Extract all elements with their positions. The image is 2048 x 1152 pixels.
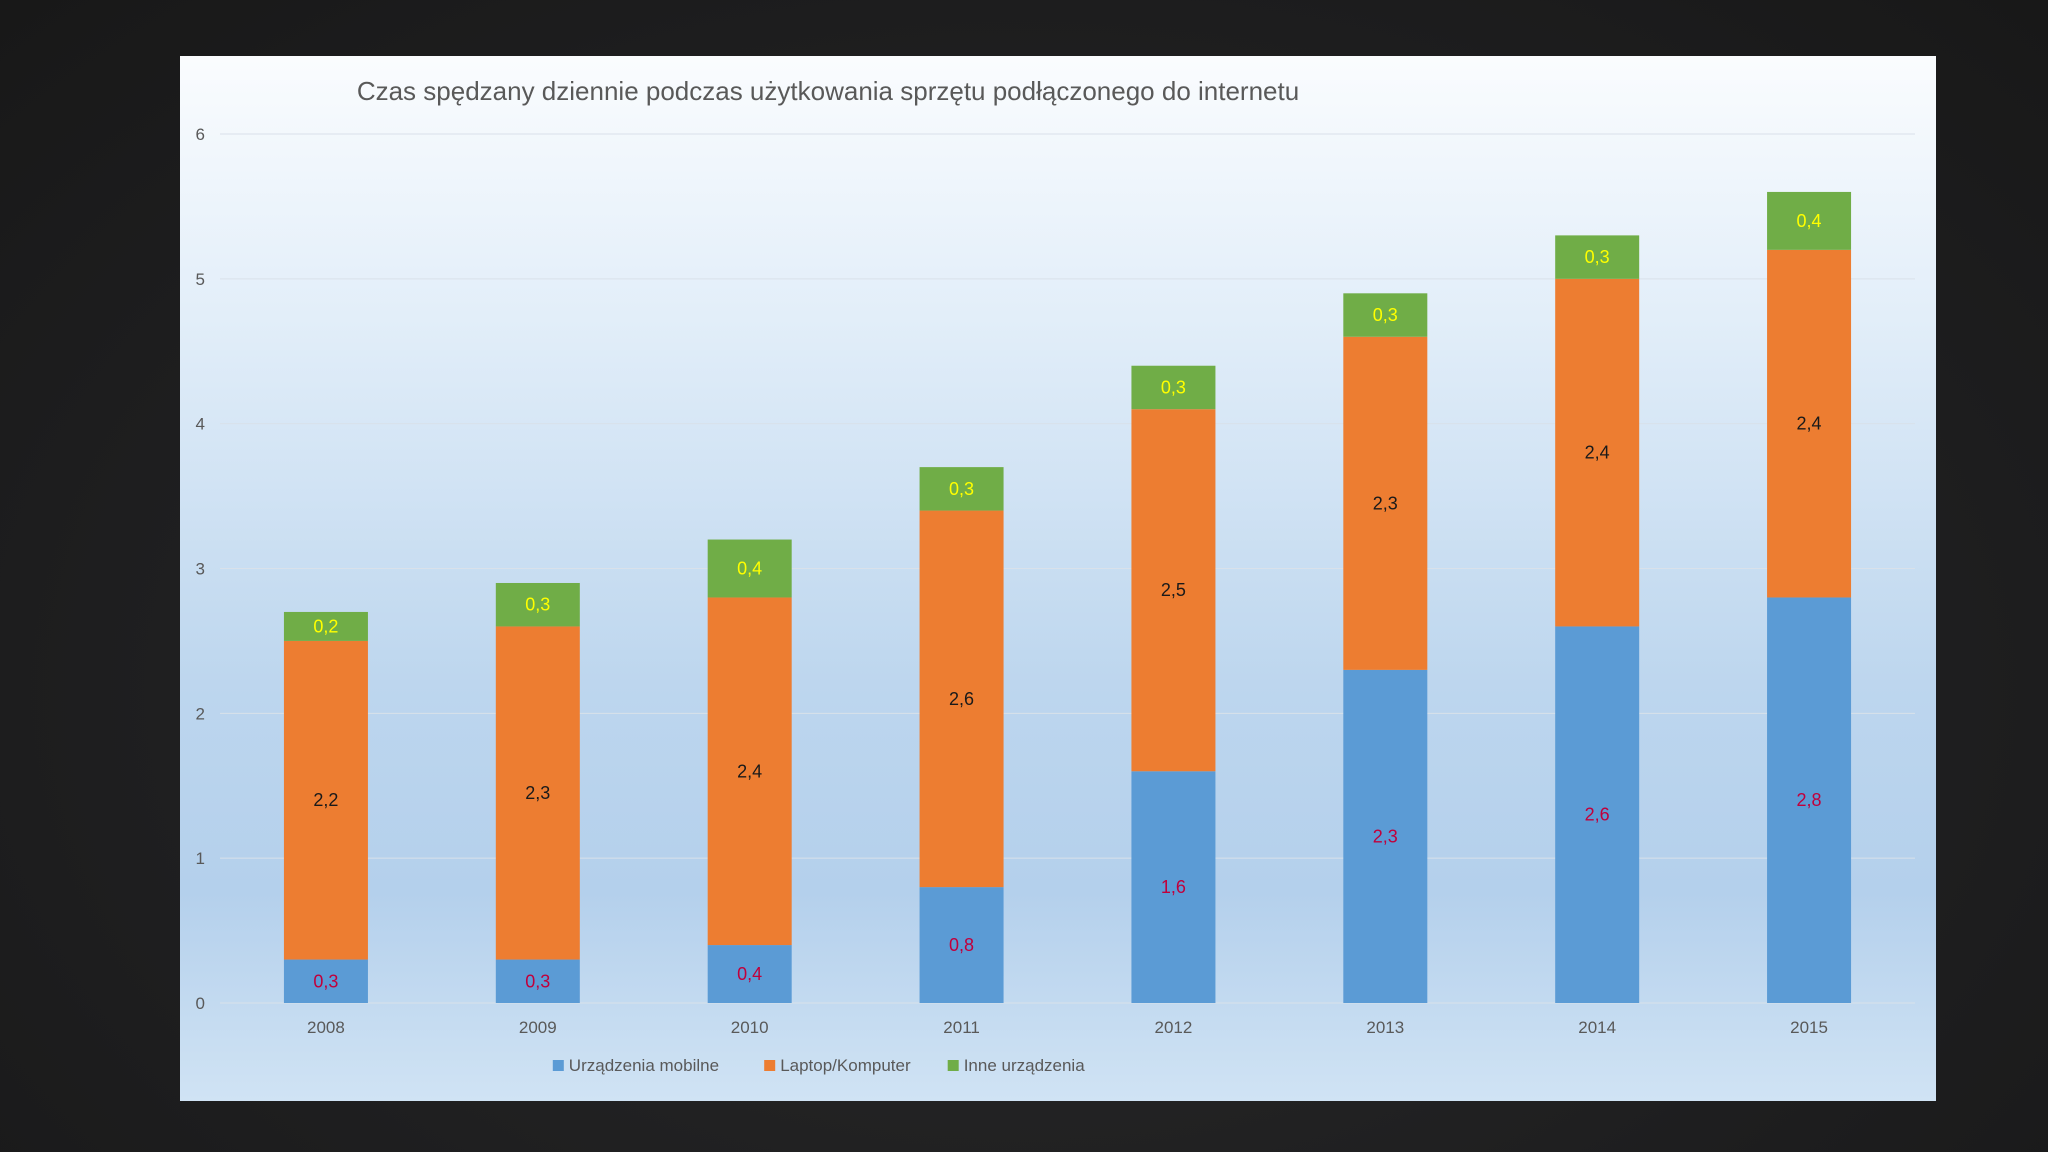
bar-segment [1555, 278, 1640, 627]
chart-panel: Czas spędzany dziennie podczas użytkowan… [180, 56, 1936, 1101]
legend-swatch [552, 1060, 564, 1071]
x-tick-label: 2010 [731, 1018, 769, 1037]
bar-segment [707, 597, 792, 946]
bar-segment [707, 945, 792, 1003]
data-label: 2,3 [525, 783, 550, 803]
data-label: 0,3 [1373, 305, 1398, 325]
data-label: 1,6 [1161, 877, 1186, 897]
y-tick-label: 5 [196, 270, 205, 289]
gridlines [220, 133, 1915, 1004]
data-label: 0,4 [1797, 211, 1822, 231]
x-tick-label: 2015 [1790, 1018, 1828, 1037]
x-axis-ticks: 2008 2009 2010 2011 2012 2013 2014 2015 [307, 1018, 1828, 1037]
y-tick-label: 0 [196, 994, 205, 1013]
data-label: 2,6 [1585, 805, 1610, 825]
stacked-bar-chart: Czas spędzany dziennie podczas użytkowan… [196, 76, 1915, 1075]
bar-segment [707, 539, 792, 598]
x-tick-label: 2011 [943, 1018, 980, 1037]
data-label: 2,3 [1373, 826, 1398, 846]
bar-segment [495, 626, 580, 960]
bar-segment [1343, 293, 1428, 337]
y-tick-label: 6 [196, 125, 205, 144]
x-tick-label: 2014 [1578, 1018, 1616, 1037]
legend-label: Inne urządzenia [964, 1056, 1086, 1075]
data-label: 0,2 [313, 616, 338, 636]
bar-segment [919, 467, 1004, 511]
bar-segment [1343, 669, 1428, 1003]
data-label: 0,3 [1585, 247, 1610, 267]
bar-segment [1767, 249, 1852, 598]
legend-swatch [947, 1060, 959, 1071]
data-label: 2,5 [1161, 580, 1186, 600]
bar-segment [919, 510, 1004, 888]
data-label: 0,3 [525, 595, 550, 615]
data-label: 2,3 [1373, 493, 1398, 513]
y-tick-label: 4 [196, 415, 205, 434]
data-label: 2,4 [1585, 443, 1610, 463]
y-axis-ticks: 0 1 2 3 4 5 6 [196, 125, 205, 1013]
y-tick-label: 1 [196, 849, 205, 868]
y-tick-label: 2 [196, 704, 205, 723]
data-label: 0,3 [525, 971, 550, 991]
bar-segment [495, 582, 580, 627]
legend-label: Urządzenia mobilne [569, 1056, 719, 1075]
legend-swatch [764, 1060, 776, 1071]
x-tick-label: 2013 [1366, 1018, 1404, 1037]
bar-segment [1131, 409, 1216, 772]
legend: Urządzenia mobilne Laptop/Komputer Inne ur… [552, 1056, 1086, 1075]
bar-segment [1555, 626, 1640, 1003]
x-tick-label: 2012 [1155, 1018, 1193, 1037]
data-label: 0,3 [949, 479, 974, 499]
x-tick-label: 2008 [307, 1018, 345, 1037]
bar-segment [283, 959, 368, 1003]
bar-segment [1131, 365, 1216, 410]
bar-segment [1767, 597, 1852, 1003]
bar-segment [283, 611, 368, 641]
bar-segment [1131, 771, 1216, 1003]
y-tick-label: 3 [196, 560, 205, 579]
data-label: 0,3 [1161, 377, 1186, 397]
data-label: 2,4 [1797, 414, 1822, 434]
chart-title: Czas spędzany dziennie podczas użytkowan… [357, 76, 1299, 106]
bar-segment [1555, 235, 1640, 279]
bar-segment [495, 959, 580, 1003]
bar-segment [1767, 191, 1852, 250]
data-label: 2,8 [1797, 790, 1822, 810]
data-label: 0,8 [949, 935, 974, 955]
bar-segment [1343, 336, 1428, 670]
data-label: 0,4 [737, 964, 762, 984]
data-label: 0,3 [313, 971, 338, 991]
data-label: 2,4 [737, 761, 762, 781]
x-tick-label: 2009 [519, 1018, 557, 1037]
data-label: 2,6 [949, 689, 974, 709]
bar-segment [919, 887, 1004, 1003]
bars [283, 191, 1852, 1003]
data-label: 2,2 [313, 790, 338, 810]
data-labels: 0,3 2,2 0,2 0,3 2,3 0,3 0,4 2,4 0,4 0,8 2,6 0,3 1,6 2… [313, 211, 1821, 991]
legend-label: Laptop/Komputer [780, 1056, 911, 1075]
data-label: 0,4 [737, 559, 762, 579]
bar-segment [283, 640, 368, 960]
